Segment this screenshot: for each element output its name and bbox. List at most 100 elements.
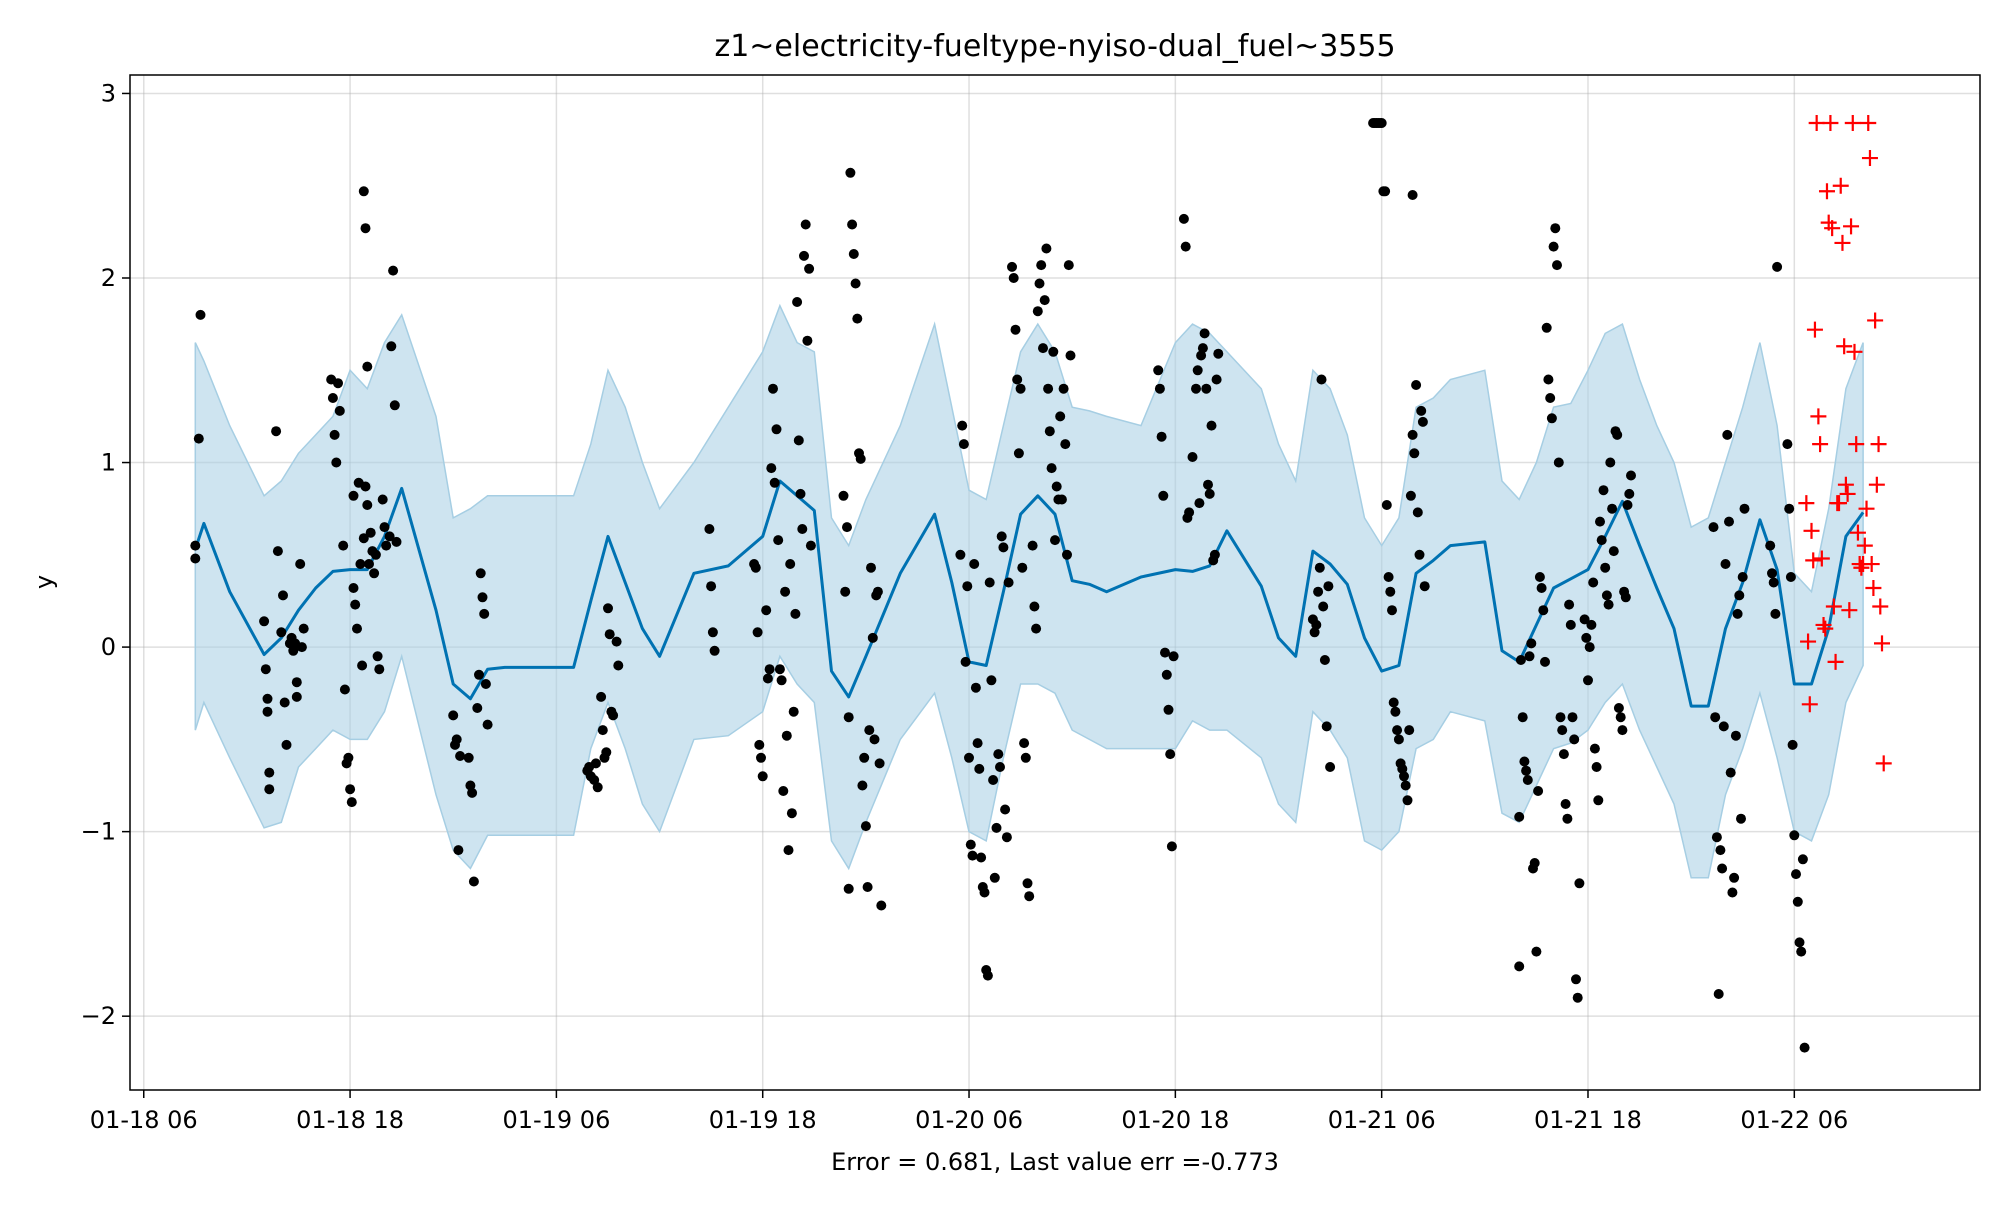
future-point <box>1848 436 1865 453</box>
observed-point <box>1055 411 1066 422</box>
observed-point <box>866 562 876 573</box>
observed-point <box>358 186 369 197</box>
future-point <box>1837 476 1854 493</box>
observed-point <box>704 524 715 534</box>
observed-point <box>333 378 343 389</box>
observed-point <box>448 710 459 721</box>
observed-point <box>1404 725 1415 736</box>
observed-point <box>752 627 763 638</box>
observed-point <box>776 675 787 686</box>
x-axis-label: Error = 0.681, Last value err =-0.773 <box>831 1148 1279 1176</box>
observed-point <box>1534 572 1545 582</box>
observed-point <box>1058 383 1069 394</box>
observed-point <box>766 463 777 474</box>
observed-point <box>264 767 275 778</box>
observed-point <box>1417 416 1428 427</box>
observed-point <box>1548 241 1559 252</box>
observed-point <box>379 522 390 533</box>
observed-point <box>262 706 273 717</box>
observed-point <box>1715 845 1726 856</box>
observed-point <box>1010 324 1021 335</box>
observed-point <box>1564 599 1575 610</box>
observed-point <box>352 623 362 634</box>
observed-point <box>357 660 368 671</box>
observed-point <box>1411 380 1422 390</box>
observed-point <box>1007 261 1017 272</box>
observed-point <box>1153 365 1164 376</box>
future-point <box>1865 580 1882 597</box>
observed-point <box>1724 516 1734 527</box>
observed-point <box>1529 858 1540 868</box>
observed-point <box>840 586 851 597</box>
future-point <box>1812 436 1829 453</box>
observed-point <box>1732 608 1743 619</box>
observed-point <box>384 531 395 542</box>
observed-point <box>1056 494 1067 505</box>
observed-point <box>1596 535 1607 546</box>
observed-point <box>1519 756 1530 767</box>
observed-point <box>988 775 999 785</box>
observed-point <box>857 780 868 791</box>
observed-point <box>1524 651 1535 662</box>
observed-point <box>955 549 966 560</box>
observed-point <box>1048 346 1059 357</box>
observed-point <box>783 845 794 856</box>
observed-point <box>480 679 491 689</box>
observed-point <box>1569 734 1580 745</box>
observed-point <box>1589 743 1600 754</box>
observed-point <box>369 568 380 579</box>
observed-point <box>795 488 806 499</box>
observed-point <box>1027 540 1038 551</box>
observed-point <box>1043 383 1054 394</box>
observed-point <box>611 636 622 647</box>
observed-point <box>1591 762 1602 772</box>
observed-point <box>613 660 624 671</box>
observed-point <box>1399 771 1409 782</box>
future-point <box>1841 602 1858 619</box>
observed-point <box>365 527 376 538</box>
future-point <box>1832 177 1849 194</box>
observed-point <box>1620 592 1631 603</box>
observed-point <box>1545 393 1556 403</box>
observed-point <box>1166 841 1177 852</box>
observed-point <box>1187 452 1198 462</box>
observed-point <box>474 669 484 680</box>
observed-point <box>847 219 858 230</box>
observed-point <box>1588 577 1599 588</box>
observed-point <box>965 839 976 850</box>
observed-point <box>1311 619 1322 630</box>
observed-point <box>1782 439 1793 450</box>
observed-point <box>958 439 969 450</box>
observed-point <box>1562 813 1573 824</box>
plot-frame <box>129 74 1981 1091</box>
observed-point <box>1385 586 1396 597</box>
observed-point <box>1739 503 1750 514</box>
observed-point <box>1514 961 1525 972</box>
future-point <box>1872 598 1889 615</box>
observed-point <box>1209 549 1220 560</box>
observed-point <box>339 684 350 695</box>
observed-point <box>1184 507 1195 518</box>
observed-point <box>1626 470 1636 481</box>
observed-point <box>867 632 878 643</box>
observed-point <box>601 747 612 758</box>
observed-point <box>1387 605 1397 616</box>
future-point <box>1858 500 1875 517</box>
observed-point <box>1553 457 1564 468</box>
observed-point <box>1203 479 1213 490</box>
observed-point <box>1536 583 1547 593</box>
observed-point <box>296 642 307 653</box>
future-point <box>1808 114 1825 131</box>
observed-point <box>1414 549 1425 560</box>
observed-point <box>855 453 866 464</box>
observed-point <box>996 531 1007 542</box>
observed-point <box>1383 572 1394 582</box>
observed-point <box>1158 490 1169 501</box>
observed-point <box>1201 383 1212 394</box>
observed-point <box>852 313 863 324</box>
observed-point <box>1787 739 1798 750</box>
observed-point <box>358 533 369 544</box>
observed-point <box>1734 590 1745 601</box>
observed-point <box>781 730 792 741</box>
